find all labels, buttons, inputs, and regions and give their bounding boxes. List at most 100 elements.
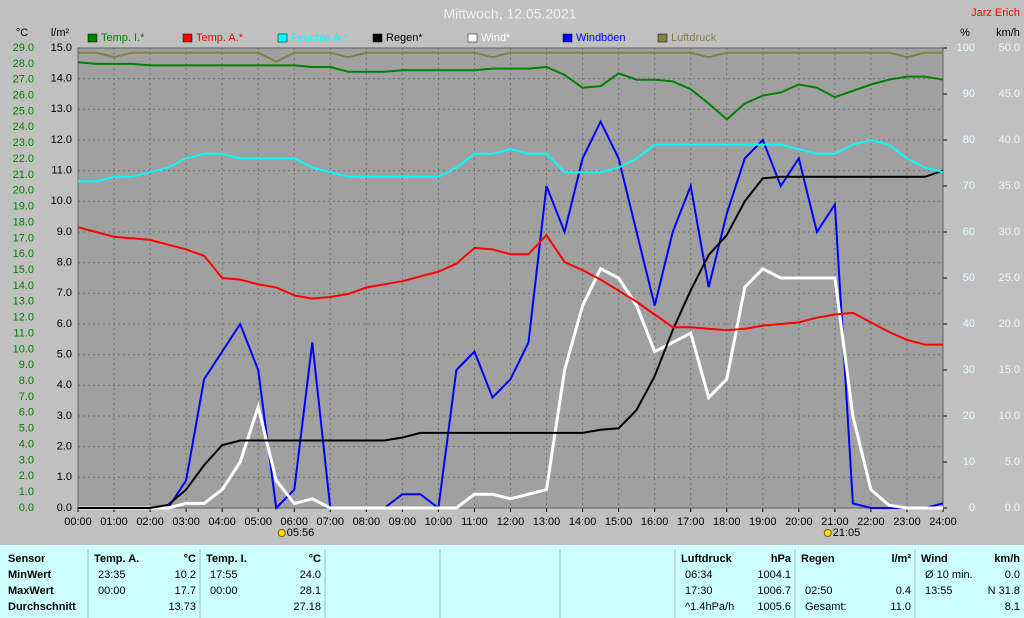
legend-swatch — [277, 33, 288, 43]
group-title: Wind — [921, 553, 948, 565]
group-unit: °C — [184, 553, 196, 565]
stat-value: 1004.1 — [757, 569, 791, 581]
stat-value: 28.1 — [300, 585, 321, 597]
stats-header: Sensor — [8, 553, 46, 565]
sun-label: 21:05 — [833, 527, 861, 539]
y2-unit: l/m² — [51, 27, 70, 39]
x-tick-label: 06:00 — [280, 516, 308, 528]
sun-marker — [823, 529, 832, 537]
y-tick-label: 8.0 — [19, 375, 34, 387]
y-unit: °C — [16, 27, 28, 39]
chart: Mittwoch, 12.05.2021 Jarz Erich °C l/m² … — [12, 5, 1020, 539]
x-tick-label: 05:00 — [244, 516, 272, 528]
legend-label: Temp. I.* — [101, 32, 145, 44]
legend-swatch — [372, 33, 383, 43]
series-line — [78, 138, 944, 183]
series-line — [77, 226, 943, 346]
legend-swatch — [182, 33, 193, 43]
y2-tick-label: 5.0 — [57, 349, 72, 361]
y3-tick-label: 80 — [963, 134, 975, 146]
x-tick-label: 07:00 — [317, 516, 345, 528]
row-label: MinWert — [8, 569, 52, 581]
y4-tick-label: 15.0 — [999, 364, 1020, 376]
x-tick-label: 01:00 — [100, 516, 128, 528]
x-tick-label: 22:00 — [857, 516, 885, 528]
y2-tick-label: 8.0 — [57, 257, 72, 269]
stat-time: 17:30 — [685, 585, 713, 597]
x-tick-label: 02:00 — [136, 516, 164, 528]
y2-tick-label: 6.0 — [57, 318, 72, 330]
row-label: Durchschnitt — [8, 601, 76, 613]
y-tick-label: 17.0 — [13, 232, 34, 244]
x-tick-label: 10:00 — [425, 516, 453, 528]
y2-tick-label: 0.0 — [57, 502, 72, 514]
y3-tick-label: 50 — [963, 272, 975, 284]
x-tick-label: 19:00 — [749, 516, 777, 528]
y3-tick-label: 70 — [963, 180, 975, 192]
stat-time: 13:55 — [925, 585, 953, 597]
group-unit: km/h — [994, 553, 1020, 565]
y-tick-label: 21.0 — [13, 169, 34, 181]
y4-tick-label: 35.0 — [999, 180, 1020, 192]
y2-tick-label: 12.0 — [51, 134, 72, 146]
y-tick-label: 9.0 — [19, 359, 34, 371]
stat-value: 24.0 — [300, 569, 321, 581]
y2-tick-label: 7.0 — [57, 287, 72, 299]
x-tick-label: 00:00 — [64, 516, 92, 528]
y3-tick-label: 30 — [963, 364, 975, 376]
legend-label: Wind* — [481, 32, 511, 44]
stat-time: Ø 10 min. — [925, 569, 973, 581]
x-tick-label: 21:00 — [821, 516, 849, 528]
stat-time: 02:50 — [805, 585, 833, 597]
y4-tick-label: 5.0 — [1005, 456, 1020, 468]
group-unit: l/m² — [891, 553, 911, 565]
series-line — [78, 119, 944, 511]
y3-tick-label: 20 — [963, 410, 975, 422]
y-tick-label: 18.0 — [13, 216, 34, 228]
y4-tick-label: 25.0 — [999, 272, 1020, 284]
sun-marker — [277, 529, 286, 537]
stat-value: 8.1 — [1005, 601, 1020, 613]
y-tick-label: 25.0 — [13, 105, 34, 117]
stat-value: 1005.6 — [757, 601, 791, 613]
y-tick-label: 3.0 — [19, 454, 34, 466]
x-tick-label: 11:00 — [461, 516, 488, 528]
y2-tick-label: 9.0 — [57, 226, 72, 238]
y-tick-label: 5.0 — [19, 423, 34, 435]
y3-unit: % — [960, 27, 970, 39]
stat-time: 17:55 — [210, 569, 238, 581]
stat-value: 27.18 — [293, 601, 321, 613]
stat-time: ^1.4hPa/h — [685, 601, 734, 613]
y3-tick-label: 0 — [969, 502, 975, 514]
y2-tick-label: 3.0 — [57, 410, 72, 422]
row-label: MaxWert — [8, 585, 54, 597]
y-tick-label: 26.0 — [13, 89, 34, 101]
group-title: Luftdruck — [681, 553, 733, 565]
stat-time: 00:00 — [98, 585, 126, 597]
x-tick-label: 08:00 — [353, 516, 381, 528]
y2-tick-label: 14.0 — [51, 73, 72, 85]
y4-tick-label: 0.0 — [1005, 502, 1020, 514]
y2-tick-label: 1.0 — [57, 471, 72, 483]
legend-label: Temp. A.* — [196, 32, 244, 44]
stat-time: 23:35 — [98, 569, 126, 581]
stat-time: Gesamt: — [805, 601, 847, 613]
y2-tick-label: 4.0 — [57, 379, 72, 391]
y-tick-label: 10.0 — [13, 343, 34, 355]
y3-tick-label: 100 — [957, 42, 975, 54]
stat-value: 10.2 — [175, 569, 196, 581]
series-line — [77, 61, 944, 121]
y4-tick-label: 10.0 — [999, 410, 1020, 422]
y4-tick-label: 40.0 — [999, 134, 1020, 146]
y3-tick-label: 60 — [963, 226, 975, 238]
y3-tick-label: 40 — [963, 318, 975, 330]
legend-swatch — [562, 33, 573, 43]
stat-value: 1006.7 — [757, 585, 791, 597]
y-tick-label: 12.0 — [13, 312, 34, 324]
series-line — [78, 169, 944, 509]
legend-label: Windböen — [576, 32, 626, 44]
stat-value: 13.73 — [168, 601, 196, 613]
y2-tick-label: 2.0 — [57, 441, 72, 453]
x-tick-label: 20:00 — [785, 516, 813, 528]
legend-label: Luftdruck — [671, 32, 717, 44]
